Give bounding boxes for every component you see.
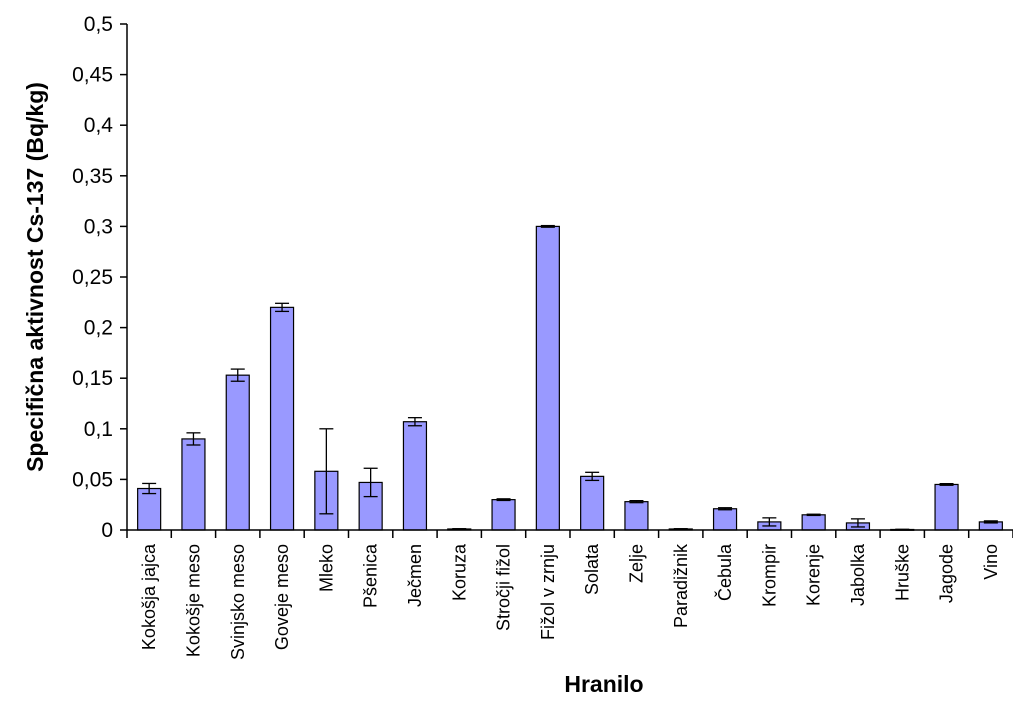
x-tick-label: Jabolka [848, 543, 868, 606]
x-tick-label: Čebula [714, 543, 735, 601]
x-tick-label: Krompir [759, 544, 779, 607]
bar [181, 438, 206, 531]
bar [402, 421, 428, 531]
bar [580, 475, 605, 531]
bar [491, 499, 516, 531]
y-axis-ticks: 0 0,05 0,1 0,15 0,2 0,25 0,3 0,35 0,4 0,45 0,5 [72, 13, 127, 542]
y-tick-label: 0,45 [72, 64, 113, 87]
y-tick-label: 0,2 [84, 317, 113, 340]
bars [137, 224, 1003, 531]
x-tick-label: Kokošja jajca [139, 543, 159, 650]
y-tick-label: 0 [101, 519, 113, 542]
y-axis-title: Specifična aktivnost Cs-137 (Bq/kg) [22, 82, 48, 472]
y-tick-label: 0,3 [84, 215, 113, 238]
y-tick-label: 0,1 [84, 418, 113, 441]
x-tick-label: Stročji fižol [494, 544, 514, 631]
y-tick-label: 0,05 [72, 468, 113, 491]
x-tick-label: Zelje [626, 544, 646, 583]
x-tick-label: Goveje meso [272, 544, 292, 650]
bar [624, 501, 649, 531]
x-tick-label: Kokošje meso [183, 544, 203, 657]
y-tick-label: 0,15 [72, 367, 113, 390]
x-tick-label: Fižol v zrnju [538, 544, 558, 640]
y-tick-label: 0,35 [72, 165, 113, 188]
bar [225, 374, 250, 531]
x-tick-label: Paradižnik [671, 543, 691, 628]
x-axis-ticks: Kokošja jajca Kokošje meso Svinjsko meso Go… [126, 530, 1013, 660]
bar [137, 487, 162, 531]
x-axis-title: Hranilo [564, 671, 643, 697]
x-tick-label: Vino [981, 544, 1001, 580]
bar [535, 225, 560, 531]
bar [269, 306, 295, 531]
x-tick-label: Pšenica [361, 543, 381, 608]
x-tick-label: Solata [582, 543, 602, 595]
x-tick-label: Jagode [937, 544, 957, 603]
bar [712, 508, 738, 531]
x-tick-label: Svinjsko meso [228, 544, 248, 660]
x-tick-label: Korenje [804, 544, 824, 606]
bar [934, 483, 959, 531]
x-tick-label: Mleko [316, 544, 336, 592]
bar [801, 514, 826, 531]
y-tick-label: 0,5 [84, 13, 113, 36]
x-tick-label: Hruške [892, 544, 912, 601]
y-tick-label: 0,25 [72, 266, 113, 289]
x-tick-label: Ječmen [405, 544, 425, 607]
y-tick-label: 0,4 [84, 114, 114, 137]
x-tick-label: Koruza [449, 543, 469, 601]
